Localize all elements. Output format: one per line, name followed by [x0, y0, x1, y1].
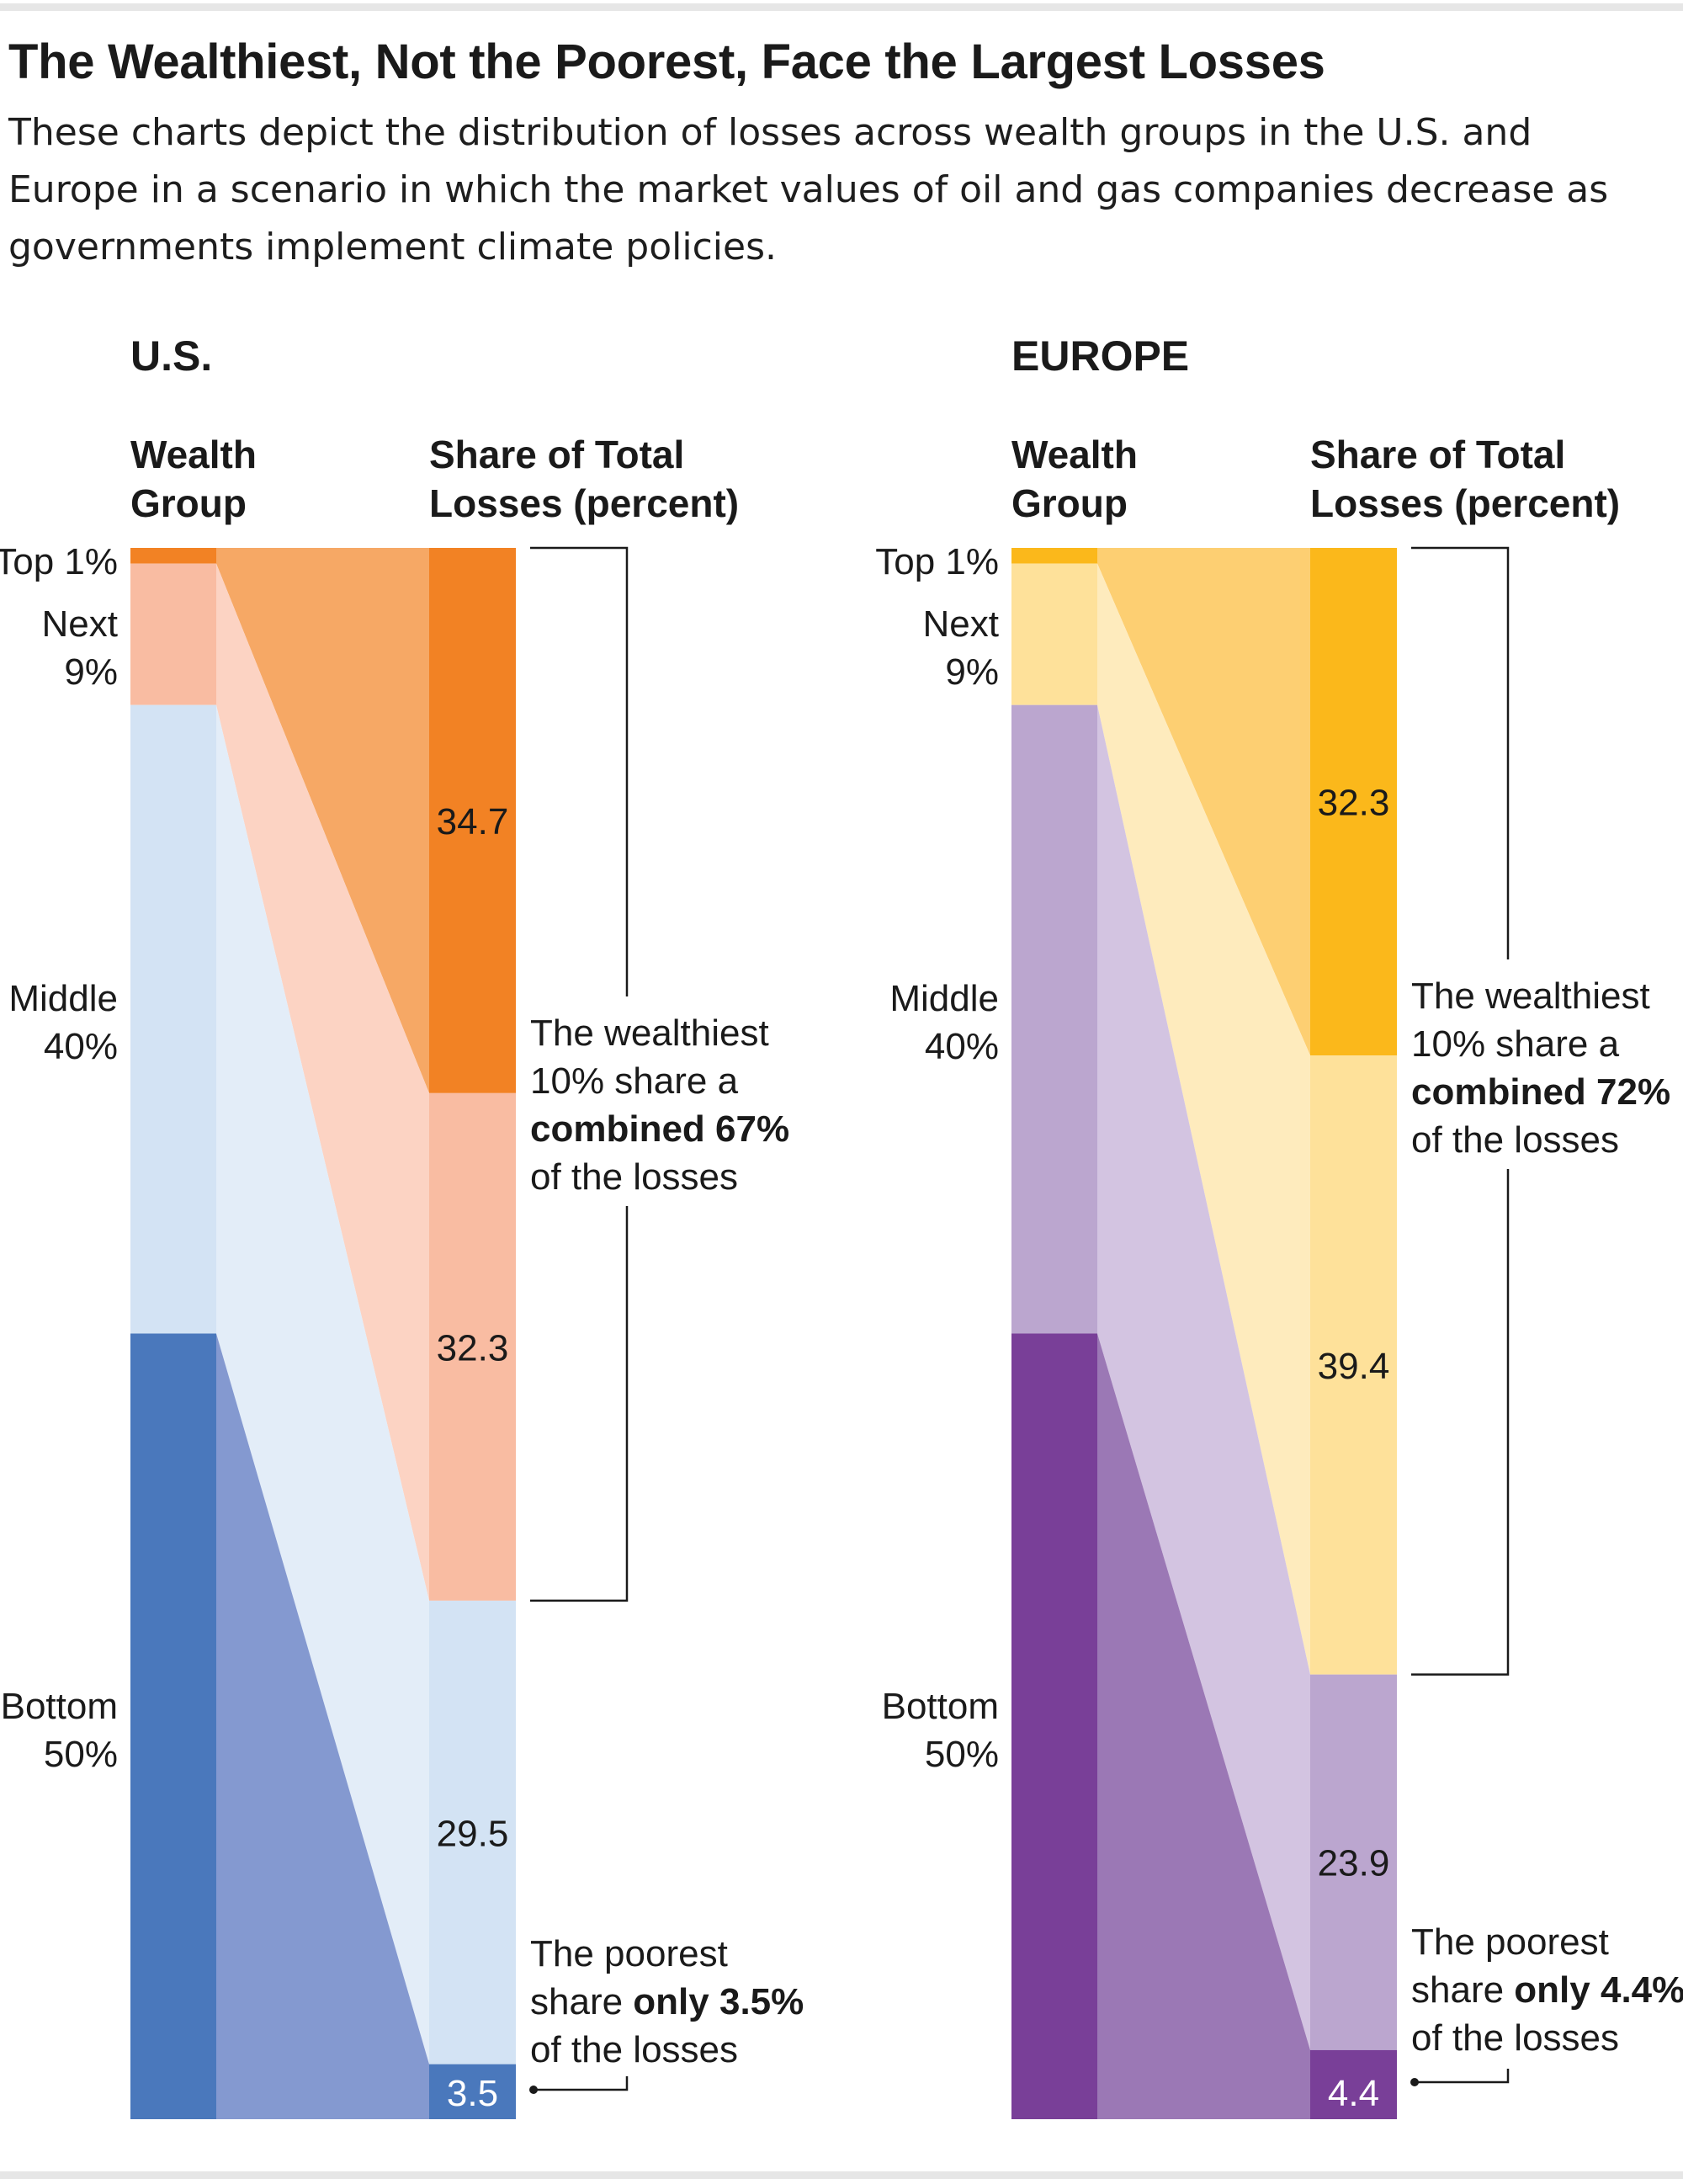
annotation-text: The poorest	[1411, 1921, 1609, 1963]
annotation-text-plain: share	[530, 1981, 633, 2022]
annotation-text: The wealthiest	[1411, 975, 1650, 1017]
data-label: 32.3	[1318, 783, 1390, 824]
loss-bar-segment	[1310, 2049, 1397, 2119]
column-header: Wealth	[1011, 433, 1138, 476]
column-header: Share of Total	[1310, 433, 1565, 476]
population-bar-segment	[1011, 1333, 1097, 2119]
annotation-bracket	[1411, 546, 1510, 959]
chart-title: The Wealthiest, Not the Poorest, Face th…	[8, 35, 1325, 89]
annotation-text: The wealthiest	[530, 1012, 769, 1054]
panel-0: 34.7 32.3 29.5 3.5 Top 1% Next 9% Middle 40% Bott…	[0, 332, 804, 2119]
population-bar-segment	[1011, 704, 1097, 1334]
column-header: Losses (percent)	[1310, 481, 1620, 525]
loss-bar-segment	[429, 2064, 516, 2119]
annotation-text: combined 67%	[530, 1108, 789, 1150]
annotation-text: 10% share a	[530, 1060, 739, 1102]
loss-bar-segment	[1310, 1674, 1397, 2050]
data-label: 29.5	[437, 1813, 509, 1854]
panel-title: U.S.	[130, 332, 212, 380]
annotation-text: The poorest	[530, 1933, 728, 1974]
panel-title: EUROPE	[1011, 332, 1189, 380]
wealth-group-label: 9%	[945, 651, 999, 693]
data-label: 4.4	[1328, 2073, 1379, 2114]
data-label: 23.9	[1318, 1843, 1390, 1884]
flow-band	[216, 704, 429, 2064]
annotation-text: of the losses	[1411, 2017, 1619, 2059]
wealth-group-label: Top 1%	[0, 541, 118, 582]
loss-bar-segment	[1310, 548, 1397, 1056]
wealth-group-label: Next	[923, 603, 999, 645]
annotation-bracket	[530, 546, 629, 996]
population-bar-segment	[130, 1333, 216, 2119]
wealth-group-label: Bottom	[1, 1686, 118, 1727]
wealth-group-label: 50%	[925, 1734, 999, 1775]
data-label: 39.4	[1318, 1346, 1390, 1387]
population-bar-segment	[130, 548, 216, 564]
leader-line	[534, 2076, 629, 2091]
annotation-bracket	[530, 1206, 629, 1602]
flow-band	[216, 1333, 429, 2119]
annotation-text: share only 3.5%	[530, 1981, 804, 2022]
flow-band	[216, 563, 429, 1601]
panel-1: 32.3 39.4 23.9 4.4 Top 1% Next 9% Middle 40% Bott…	[875, 332, 1683, 2119]
loss-bar-segment	[1310, 1055, 1397, 1675]
flow-band	[1097, 704, 1310, 2050]
annotation-text: 10% share a	[1411, 1023, 1620, 1065]
flow-band	[1097, 563, 1310, 1675]
flow-band	[1097, 1333, 1310, 2119]
column-header: Wealth	[130, 433, 257, 476]
column-header: Group	[1011, 481, 1128, 525]
loss-bar-segment	[429, 1092, 516, 1601]
wealth-group-label: Bottom	[882, 1686, 999, 1727]
wealth-group-label: Middle	[8, 978, 118, 1019]
wealth-group-label: Next	[42, 603, 118, 645]
flow-band	[1097, 548, 1310, 1056]
annotation-text: of the losses	[1411, 1119, 1619, 1161]
column-header: Group	[130, 481, 247, 525]
wealth-group-label: 9%	[64, 651, 118, 693]
flow-band	[216, 548, 429, 1093]
chart-subtitle: These charts depict the distribution of …	[8, 111, 1609, 268]
wealth-group-label: 40%	[925, 1026, 999, 1067]
column-header: Losses (percent)	[429, 481, 739, 525]
wealth-group-label: 50%	[44, 1734, 118, 1775]
annotation-text: combined 72%	[1411, 1071, 1670, 1113]
population-bar-segment	[130, 704, 216, 1334]
data-label: 3.5	[447, 2073, 498, 2114]
data-label: 34.7	[437, 801, 509, 842]
data-label: 32.3	[437, 1327, 509, 1368]
leader-line	[1415, 2069, 1510, 2084]
column-header: Share of Total	[429, 433, 684, 476]
annotation-text: of the losses	[530, 1156, 738, 1198]
population-bar-segment	[130, 563, 216, 705]
top-rule	[0, 3, 1683, 11]
wealth-group-label: Top 1%	[875, 541, 999, 582]
annotation-text: share only 4.4%	[1411, 1969, 1683, 2011]
annotation-text-plain: share	[1411, 1969, 1514, 2011]
bottom-rule	[0, 2171, 1683, 2179]
population-bar-segment	[1011, 548, 1097, 564]
annotation-text-bold: only 4.4%	[1514, 1969, 1683, 2011]
loss-bar-segment	[429, 1600, 516, 2064]
annotation-bracket	[1411, 1169, 1510, 1676]
annotation-text-bold: only 3.5%	[633, 1981, 804, 2022]
loss-bar-segment	[429, 548, 516, 1093]
wealth-group-label: 40%	[44, 1026, 118, 1067]
wealth-group-label: Middle	[889, 978, 999, 1019]
annotation-text: of the losses	[530, 2029, 738, 2070]
population-bar-segment	[1011, 563, 1097, 705]
